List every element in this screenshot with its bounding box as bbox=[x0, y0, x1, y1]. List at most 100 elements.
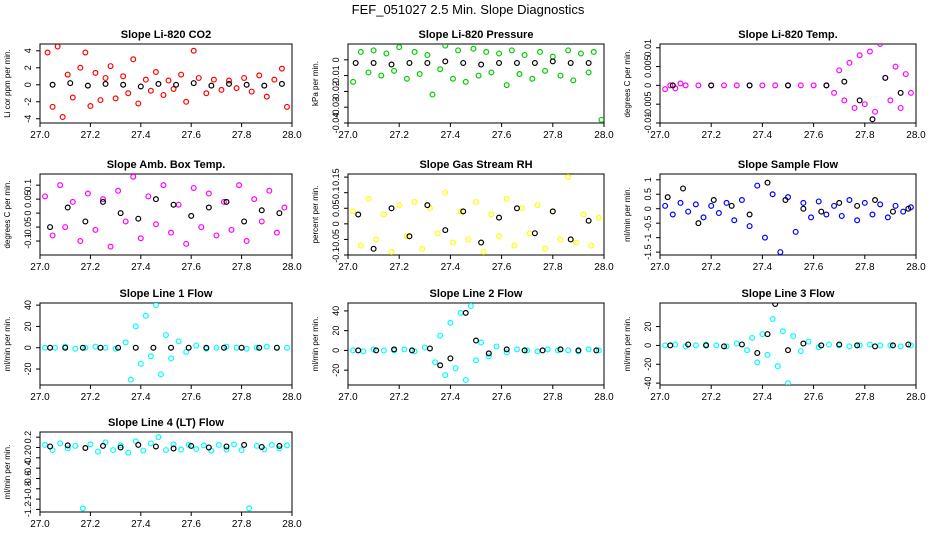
data-point-main bbox=[122, 339, 129, 346]
chart-title: Slope Line 1 Flow bbox=[120, 288, 213, 300]
chart-panel-1: Slope Li-820 CO2 Li cor ppm per min. 27.0 2… bbox=[3, 29, 302, 141]
data-point-black bbox=[241, 218, 248, 225]
points-layer bbox=[350, 303, 602, 384]
data-point-main bbox=[831, 202, 838, 209]
data-point-main bbox=[557, 236, 564, 243]
data-point-black bbox=[120, 81, 127, 88]
data-point-main bbox=[213, 232, 220, 239]
data-point-black bbox=[97, 344, 104, 351]
y-tick-label: 0.05 bbox=[331, 200, 341, 218]
data-point-main bbox=[662, 342, 669, 349]
x-tick-label: 28.0 bbox=[282, 519, 302, 530]
data-point-main bbox=[738, 197, 745, 204]
data-point-main bbox=[175, 338, 182, 345]
data-point-black bbox=[99, 442, 106, 449]
data-point-black bbox=[273, 344, 280, 351]
data-point-main bbox=[488, 69, 495, 76]
data-point-main bbox=[473, 357, 480, 364]
data-point-black bbox=[897, 89, 904, 96]
data-point-main bbox=[900, 208, 907, 215]
data-point-main bbox=[215, 441, 222, 448]
y-tick-label: 0.01 bbox=[643, 39, 653, 57]
data-point-main bbox=[713, 342, 720, 349]
data-point-main bbox=[82, 344, 89, 351]
data-point-main bbox=[902, 71, 909, 78]
data-point-main bbox=[897, 104, 904, 111]
data-point-main bbox=[271, 76, 278, 83]
data-point-main bbox=[64, 445, 71, 452]
data-point-black bbox=[241, 441, 248, 448]
data-point-main bbox=[805, 338, 812, 345]
y-axis-label: ml/min per min. bbox=[3, 317, 12, 372]
data-point-main bbox=[210, 76, 217, 83]
data-point-main bbox=[761, 234, 768, 241]
data-point-black bbox=[485, 350, 492, 357]
data-point-main bbox=[869, 211, 876, 218]
data-point-black bbox=[355, 211, 362, 218]
y-tick-label: 0 bbox=[23, 82, 33, 87]
x-tick-label: 27.6 bbox=[492, 130, 512, 141]
data-point-main bbox=[152, 221, 159, 228]
data-point-main bbox=[54, 44, 61, 50]
y-tick-label: -40 bbox=[643, 377, 653, 390]
data-point-main bbox=[565, 47, 572, 54]
y-tick-label: -0.05 bbox=[331, 229, 341, 250]
data-point-main bbox=[193, 446, 200, 453]
data-point-black bbox=[685, 341, 692, 348]
data-point-main bbox=[685, 208, 692, 215]
data-point-main bbox=[887, 97, 894, 104]
data-point-main bbox=[473, 199, 480, 206]
chart-panel-3: Slope Li-820 Temp. degrees C per min. 27.0… bbox=[623, 29, 926, 141]
data-point-main bbox=[465, 236, 472, 243]
data-point-main bbox=[457, 309, 464, 316]
data-point-black bbox=[889, 208, 896, 215]
data-point-main bbox=[370, 47, 377, 54]
data-point-main bbox=[125, 90, 132, 97]
data-point-main bbox=[135, 100, 142, 107]
x-tick-label: 27.6 bbox=[181, 130, 201, 141]
chart-title: Slope Li-820 Pressure bbox=[419, 29, 534, 41]
data-point-black bbox=[854, 202, 861, 209]
data-point-main bbox=[195, 74, 202, 81]
data-point-main bbox=[273, 229, 280, 236]
data-point-black bbox=[585, 59, 592, 66]
points-layer bbox=[44, 44, 290, 121]
data-point-main bbox=[403, 233, 410, 240]
data-point-black bbox=[152, 443, 159, 450]
data-point-main bbox=[667, 82, 674, 89]
data-point-main bbox=[357, 48, 364, 55]
data-point-main bbox=[424, 52, 431, 59]
data-point-black bbox=[190, 80, 197, 87]
data-point-black bbox=[117, 444, 124, 451]
y-axis-label: ml/min per min. bbox=[311, 317, 320, 372]
data-point-main bbox=[836, 67, 843, 74]
data-point-main bbox=[283, 103, 290, 110]
data-point-main bbox=[692, 342, 699, 349]
data-point-main bbox=[754, 182, 761, 189]
data-point-main bbox=[178, 71, 185, 78]
data-point-main bbox=[669, 211, 676, 218]
data-point-black bbox=[223, 198, 230, 205]
plot-frame bbox=[39, 43, 293, 124]
data-point-main bbox=[125, 449, 132, 456]
data-point-black bbox=[223, 443, 230, 450]
x-tick-label: 27.6 bbox=[492, 392, 512, 403]
x-tick-label: 28.0 bbox=[594, 392, 614, 403]
data-point-black bbox=[67, 80, 74, 87]
x-tick-label: 27.4 bbox=[131, 519, 151, 530]
data-point-main bbox=[120, 73, 127, 80]
data-point-main bbox=[92, 226, 99, 233]
data-point-main bbox=[478, 339, 485, 346]
data-point-main bbox=[467, 303, 474, 309]
y-axis-label: kPa per min. bbox=[311, 61, 320, 106]
data-point-main bbox=[877, 44, 884, 47]
data-point-main bbox=[226, 77, 233, 84]
y-tick-label: 0.2 bbox=[23, 431, 33, 444]
data-point-main bbox=[442, 44, 449, 49]
y-tick-label: -0.1 bbox=[331, 247, 341, 263]
data-point-main bbox=[163, 331, 170, 338]
x-tick-label: 28.0 bbox=[282, 130, 302, 141]
y-tick-label: -0.1 bbox=[23, 233, 33, 249]
data-point-main bbox=[72, 442, 79, 449]
data-point-main bbox=[396, 44, 403, 51]
